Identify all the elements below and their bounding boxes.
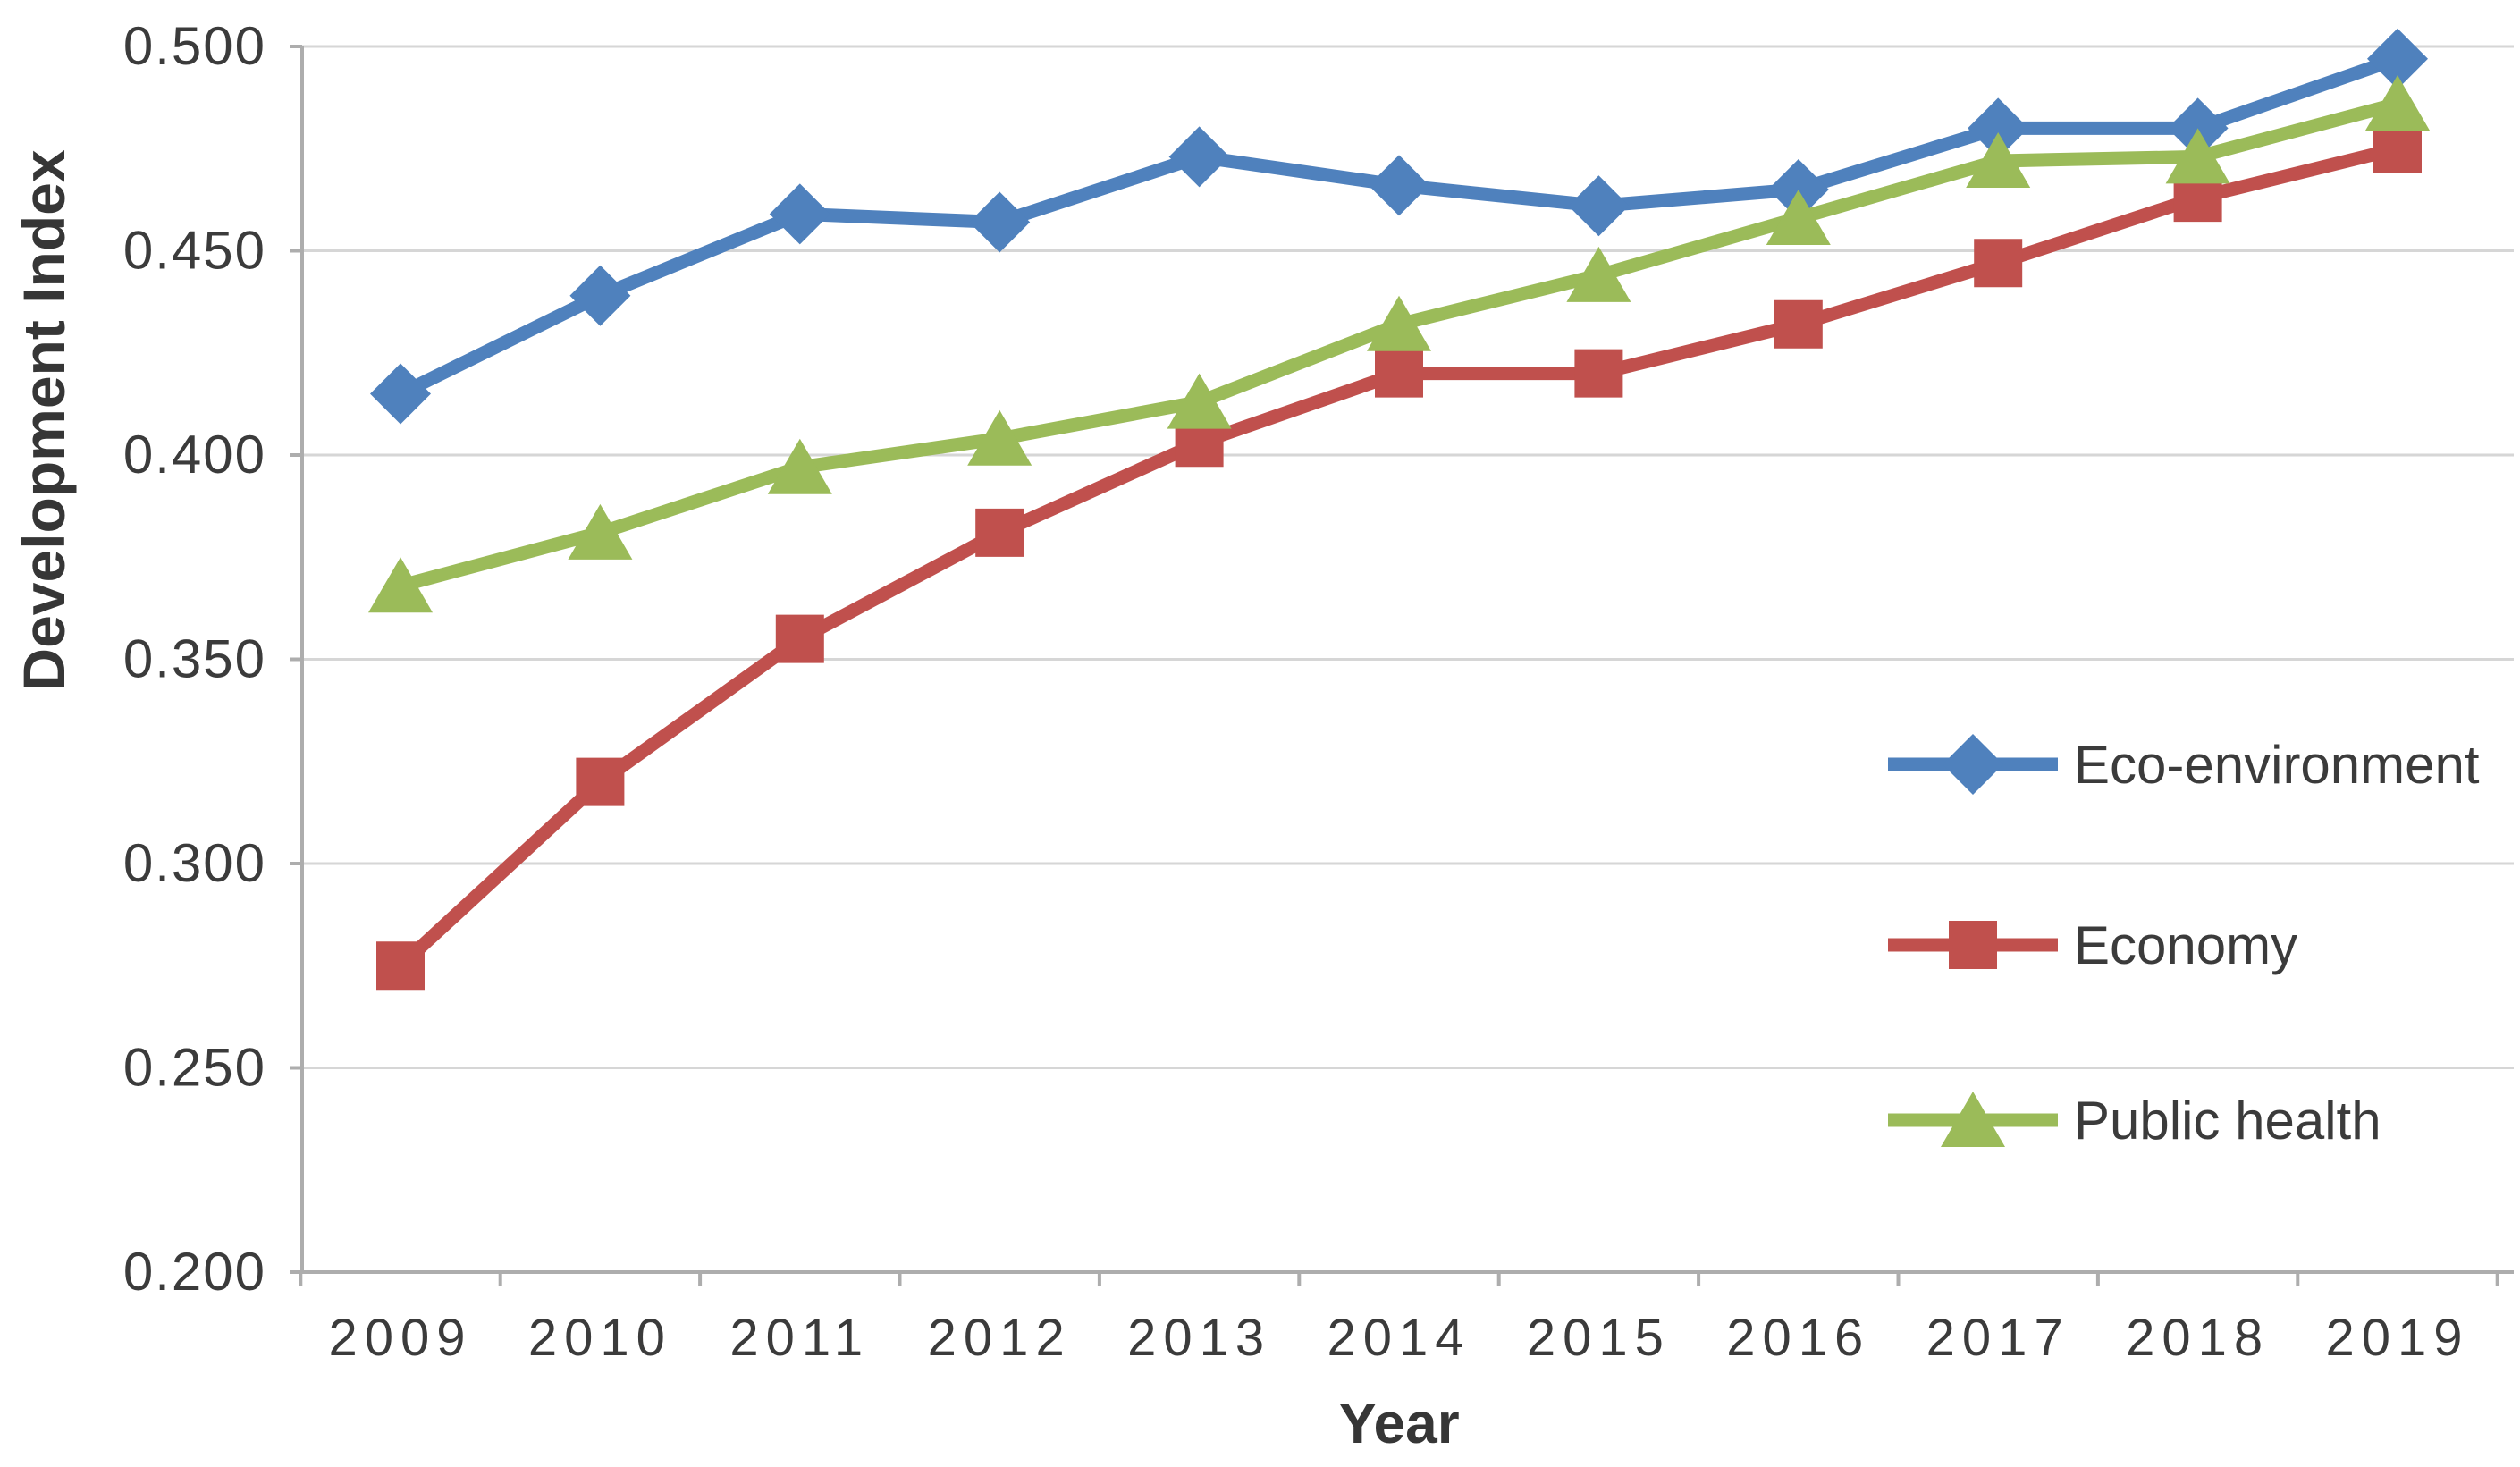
x-tick-label: 2012 xyxy=(928,1309,1072,1367)
data-point-square xyxy=(576,757,625,806)
y-tick-label: 0.450 xyxy=(123,221,266,281)
data-point-triangle xyxy=(368,557,433,613)
x-tick-label: 2013 xyxy=(1127,1309,1271,1367)
data-point-triangle xyxy=(1966,131,2031,188)
data-point-diamond xyxy=(1968,97,2029,159)
legend-marker-diamond xyxy=(1943,734,2003,795)
data-point-diamond xyxy=(370,363,431,425)
y-tick-label: 0.350 xyxy=(123,629,266,689)
data-point-triangle xyxy=(1566,246,1631,302)
x-tick-label: 2019 xyxy=(2325,1309,2469,1367)
data-point-diamond xyxy=(1369,155,1429,216)
data-point-diamond xyxy=(2367,28,2428,89)
gridlines xyxy=(302,45,2514,1069)
data-point-square xyxy=(1974,239,2023,288)
legend-item-eco-environment: Eco-environment xyxy=(1888,734,2480,795)
x-tick-label: 2017 xyxy=(1926,1309,2070,1367)
x-tick-label: 2018 xyxy=(2126,1309,2270,1367)
x-tick-label: 2010 xyxy=(528,1309,672,1367)
y-tick-label: 0.200 xyxy=(123,1242,266,1302)
data-point-square xyxy=(376,941,425,991)
x-tick-label: 2009 xyxy=(328,1309,472,1367)
data-point-square xyxy=(1375,349,1423,398)
data-point-square xyxy=(775,614,824,663)
data-point-diamond xyxy=(1568,175,1630,237)
data-point-square xyxy=(1774,299,1823,349)
y-tick-label: 0.500 xyxy=(123,16,266,76)
data-point-diamond xyxy=(569,265,631,326)
legend-marker-square xyxy=(1949,921,1997,969)
x-tick-label: 2011 xyxy=(729,1309,870,1367)
x-tick-label: 2015 xyxy=(1527,1309,1671,1367)
data-point-square xyxy=(975,508,1024,557)
data-point-triangle xyxy=(1167,373,1232,429)
legend-marker-triangle xyxy=(1941,1092,2005,1147)
legend-label: Public health xyxy=(2074,1091,2381,1151)
x-tick-label: 2016 xyxy=(1726,1309,1870,1367)
series-eco-environment xyxy=(370,28,2428,425)
data-point-diamond xyxy=(1168,126,1230,188)
data-point-square xyxy=(1574,349,1623,398)
series-line xyxy=(393,141,2405,973)
y-tick-label: 0.250 xyxy=(123,1038,266,1098)
series-economy xyxy=(376,124,2422,991)
data-point-triangle xyxy=(2365,74,2430,131)
data-point-triangle xyxy=(767,438,832,494)
data-point-triangle xyxy=(568,503,633,560)
legend-label: Eco-environment xyxy=(2074,735,2480,795)
x-axis-title: Year xyxy=(1338,1391,1459,1455)
y-tick-label: 0.300 xyxy=(123,833,266,893)
data-point-triangle xyxy=(1766,189,1831,245)
data-point-triangle xyxy=(1367,295,1431,351)
x-axis-ticks: 2009 2010 2011 2012 2013 2014 2015 2016 2017 2018… xyxy=(299,1272,2499,1367)
data-point-square xyxy=(2373,124,2422,173)
y-axis-ticks: 0.500 0.450 0.400 0.350 0.300 0.250 0.200 xyxy=(123,16,302,1302)
data-point-triangle xyxy=(967,409,1032,466)
x-tick-label: 2014 xyxy=(1327,1309,1471,1367)
data-point-square xyxy=(1175,418,1224,468)
data-point-square xyxy=(2173,173,2222,223)
series-public-health xyxy=(368,74,2430,613)
legend-item-economy: Economy xyxy=(1888,915,2297,975)
y-tick-label: 0.400 xyxy=(123,425,266,485)
legend-label: Economy xyxy=(2074,915,2297,975)
data-point-diamond xyxy=(769,183,830,245)
data-point-triangle xyxy=(2165,128,2230,184)
legend: Eco-environment Economy Public health xyxy=(1888,734,2480,1151)
y-axis-title: Development Index xyxy=(11,149,77,690)
data-point-diamond xyxy=(969,191,1031,253)
legend-item-public-health: Public health xyxy=(1888,1091,2381,1151)
